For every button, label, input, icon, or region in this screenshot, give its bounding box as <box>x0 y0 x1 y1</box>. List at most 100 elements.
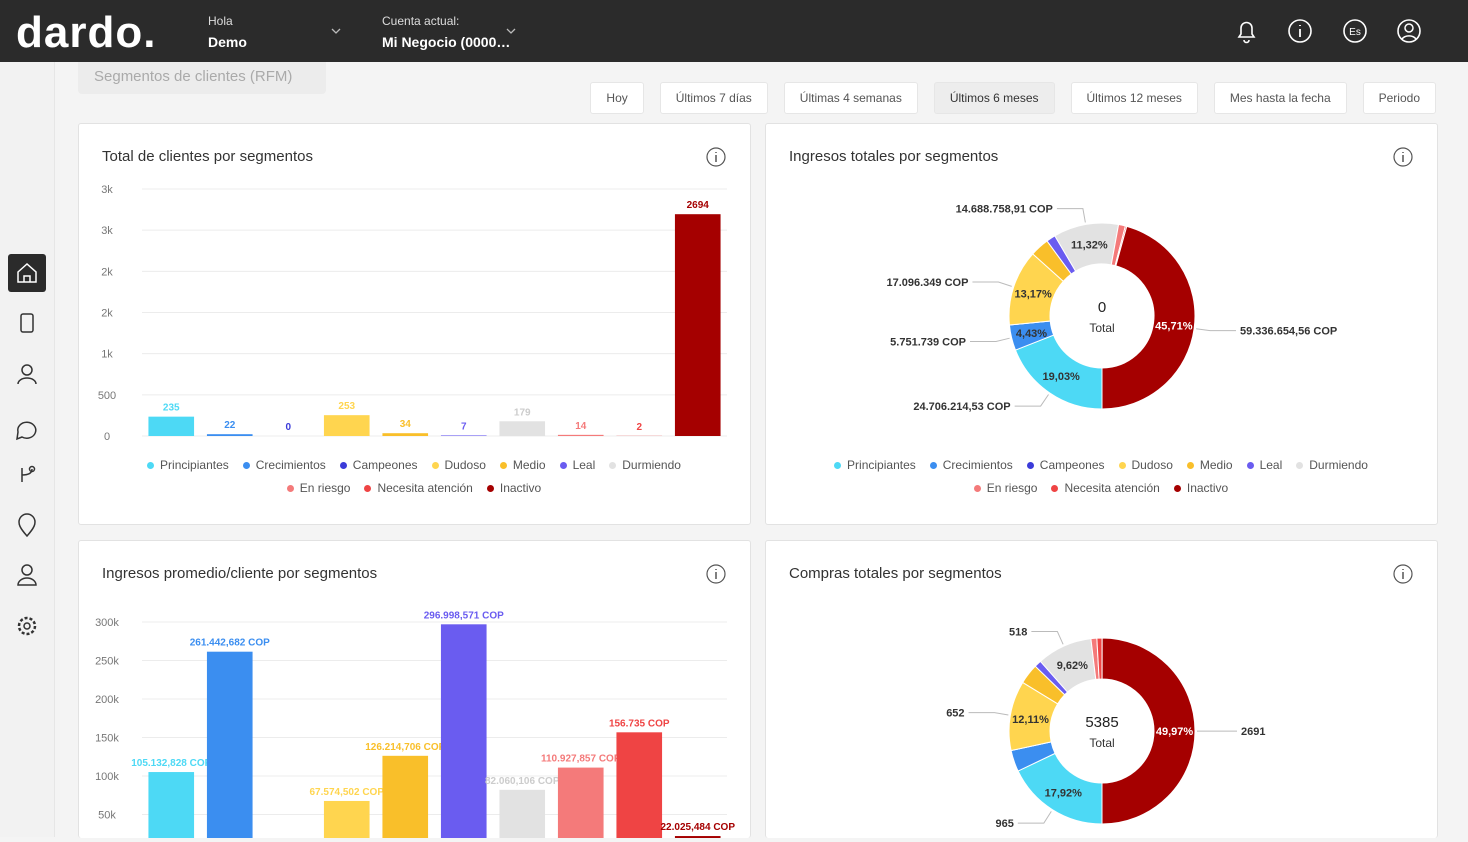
greeting: Hola <box>208 14 233 28</box>
leader-line <box>972 282 1011 286</box>
legend-swatch <box>364 485 371 492</box>
legend-item: En riesgo <box>287 481 351 495</box>
legend-swatch <box>340 462 347 469</box>
leader-line <box>969 713 1009 715</box>
legend-label: Crecimientos <box>943 458 1013 472</box>
sidebar <box>0 62 55 837</box>
y-tick-label: 3k <box>101 184 113 196</box>
data-label: 0 <box>285 422 291 433</box>
bar <box>148 772 194 838</box>
legend-item: Leal <box>560 458 596 472</box>
user-icon[interactable] <box>22 565 32 575</box>
data-label: 22 <box>224 420 236 431</box>
legend-item: Dudoso <box>1119 458 1173 472</box>
data-label: 261.442,682 COP <box>190 638 270 649</box>
legend-item: Crecimientos <box>243 458 326 472</box>
legend-item: Inactivo <box>1174 481 1228 495</box>
center-value: 0 <box>1098 299 1106 316</box>
chat-icon[interactable] <box>17 422 36 439</box>
legend-swatch <box>560 462 567 469</box>
data-label: 34 <box>400 419 412 430</box>
legend-label: Medio <box>513 458 546 472</box>
legend-label: En riesgo <box>987 481 1038 495</box>
clients-icon[interactable] <box>22 365 32 375</box>
legend-swatch <box>609 462 616 469</box>
percent-label: 4,43% <box>1016 328 1047 340</box>
filter-button[interactable]: Hoy <box>590 82 643 114</box>
info-icon[interactable] <box>1289 20 1311 42</box>
value-label: 24.706.214,53 COP <box>913 401 1010 413</box>
bar <box>207 652 253 838</box>
legend-swatch <box>1027 462 1034 469</box>
header-icons: Es <box>0 0 1468 62</box>
chevron[interactable] <box>332 29 515 33</box>
center-value: 5385 <box>1085 714 1118 731</box>
data-label: 253 <box>338 401 355 412</box>
data-label: 296.998,571 COP <box>424 610 504 621</box>
filter-button[interactable]: Periodo <box>1363 82 1436 114</box>
value-label: 518 <box>1009 627 1027 639</box>
device-icon[interactable] <box>21 314 33 332</box>
y-tick-label: 2k <box>101 266 113 278</box>
user-name[interactable]: Demo <box>208 34 247 50</box>
legend-swatch <box>287 485 294 492</box>
top-bar: dardo. Hola Demo Cuenta actual: Mi Negoc… <box>0 0 1468 62</box>
location-icon[interactable] <box>19 514 35 536</box>
bar <box>441 624 487 838</box>
legend-swatch <box>974 485 981 492</box>
bar <box>441 435 487 436</box>
legend-label: Medio <box>1200 458 1233 472</box>
filter-button[interactable]: Últimos 6 meses <box>934 82 1055 114</box>
profile-icon[interactable] <box>1398 20 1420 42</box>
bar <box>675 836 721 838</box>
percent-label: 19,03% <box>1043 371 1081 383</box>
legend-swatch <box>930 462 937 469</box>
legend-label: Campeones <box>353 458 418 472</box>
data-label: 105.132,828 COP <box>131 758 211 769</box>
settings-icon[interactable] <box>19 618 35 634</box>
y-tick-label: 2k <box>101 308 113 320</box>
bar <box>207 434 253 436</box>
data-label: 2694 <box>687 200 710 211</box>
active-nav[interactable] <box>8 254 46 292</box>
percent-label: 9,62% <box>1057 660 1088 672</box>
y-tick-label: 250k <box>95 656 119 668</box>
legend-item: Inactivo <box>487 481 541 495</box>
leader-line <box>1018 811 1051 823</box>
legend-label: Necesita atención <box>377 481 472 495</box>
filter-button[interactable]: Mes hasta la fecha <box>1214 82 1347 114</box>
legend-label: Necesita atención <box>1064 481 1159 495</box>
clients-glyph <box>18 378 36 384</box>
account-name[interactable]: Mi Negocio (0000… <box>382 34 510 50</box>
language[interactable]: Es <box>1349 27 1361 38</box>
legend-swatch <box>147 462 154 469</box>
data-label: 179 <box>514 407 531 418</box>
value-label: 14.688.758,91 COP <box>956 204 1053 216</box>
legend-item: Campeones <box>1027 458 1105 472</box>
filter-button[interactable]: Últimos 12 meses <box>1071 82 1198 114</box>
leader-line <box>1031 632 1063 645</box>
logo[interactable]: dardo. <box>16 8 156 58</box>
legend-label: Leal <box>1260 458 1283 472</box>
y-tick-label: 3k <box>101 225 113 237</box>
y-tick-label: 500 <box>98 390 116 402</box>
y-tick-label: 200k <box>95 694 119 706</box>
leader-line <box>1196 329 1236 331</box>
data-label: 67.574,502 COP <box>310 787 385 798</box>
percent-label: 13,17% <box>1014 288 1052 300</box>
bar <box>148 417 194 436</box>
legend-swatch <box>1119 462 1126 469</box>
y-tick-label: 300k <box>95 617 119 629</box>
percent-label: 49,97% <box>1156 726 1194 738</box>
language-icon[interactable] <box>1344 20 1366 42</box>
leader-line <box>970 338 1010 341</box>
percent-label: 11,32% <box>1071 240 1108 252</box>
filter-button[interactable]: Últimos 7 días <box>660 82 768 114</box>
center-label: Total <box>1089 736 1114 750</box>
filter-button[interactable]: Últimas 4 semanas <box>784 82 918 114</box>
value-label: 5.751.739 COP <box>890 336 966 348</box>
bell-icon[interactable] <box>1239 23 1254 43</box>
y-tick-label: 0 <box>104 431 110 443</box>
